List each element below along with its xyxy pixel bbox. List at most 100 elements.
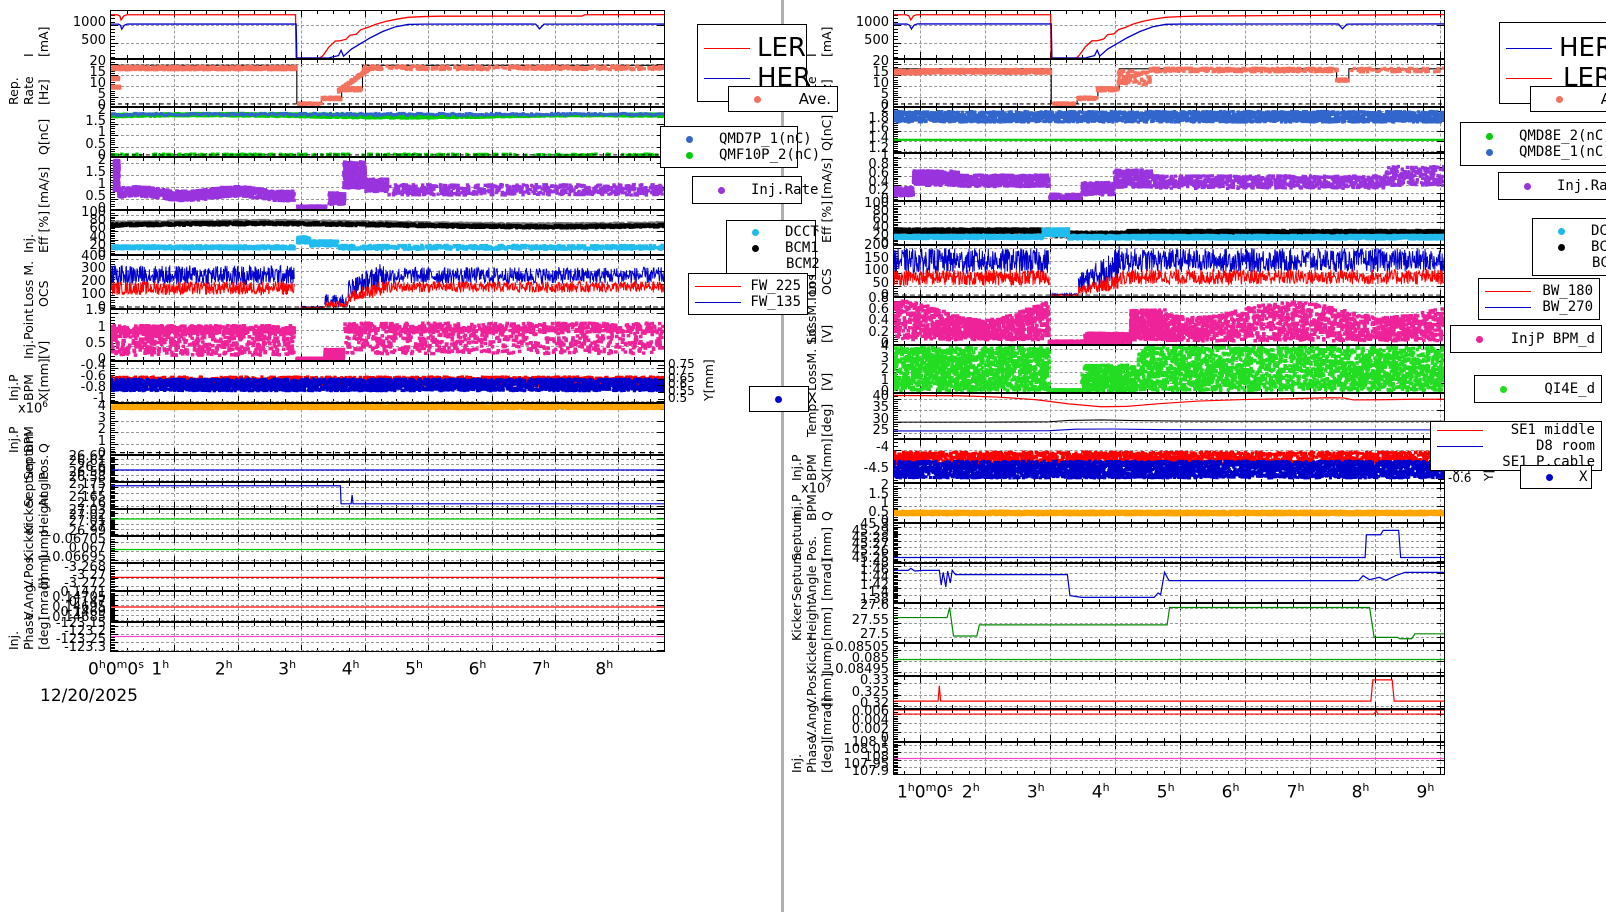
legend-inj-rate[interactable]: Inj.Rate (1498, 172, 1606, 200)
legend-dot-swatch (1486, 149, 1493, 156)
legend-label: QMD8E_1(nC) (1519, 144, 1606, 160)
axis-title: [mA/s] (36, 167, 51, 208)
legend-label: HER (1559, 33, 1606, 63)
x-tick-label: 3h (278, 658, 296, 680)
legend-entry: BW_180 (1485, 283, 1593, 299)
legend-entry: BCM1 (1539, 239, 1606, 255)
axis-title: [mA/s] (819, 158, 834, 199)
trace-inj-eff (894, 202, 1444, 244)
y-tick-label: 400 (40, 251, 106, 262)
legend-entry: QMF10P_2(nC) (667, 147, 791, 163)
axis-title: [mA] (36, 27, 51, 57)
trace-septum-pos (111, 456, 664, 481)
legend-charge[interactable]: QMD8E_2(nC) QMD8E_1(nC) (1460, 122, 1606, 166)
legend-label: SE1 middle (1490, 422, 1595, 438)
trace-current (111, 11, 664, 58)
axis-title: BPM (804, 454, 819, 481)
y-tick-label: 1 (40, 322, 106, 333)
trace-kicker-jump (111, 537, 664, 562)
legend-entry: FW_135 (695, 294, 801, 310)
axis-title: Kicker (789, 603, 804, 641)
legend-entry: SE1 middle (1437, 422, 1595, 438)
axis-title: Eff [%] (819, 201, 834, 243)
legend-label: LER (757, 33, 806, 63)
trace-septum-pos (894, 524, 1444, 562)
y-tick-label: 1.5 (40, 305, 106, 316)
axis-title: Height (36, 493, 51, 534)
legend-ave[interactable]: Ave. (728, 86, 838, 112)
legend-dot-swatch (752, 245, 759, 252)
legend-label: BCM1 (1591, 239, 1606, 255)
plot-inj-phase (110, 622, 665, 652)
legend-injp-bpm-d[interactable]: InjP BPM_d (1450, 325, 1602, 353)
plot-loss-m-ocs (893, 245, 1445, 297)
legend-dot-swatch (754, 96, 761, 103)
legend-entry: X (756, 391, 802, 407)
x-tick-label: 1h (151, 658, 169, 680)
plot-v-pos (893, 676, 1445, 709)
axis-title: Pos. (804, 536, 819, 561)
legend-entry: QMD8E_2(nC) (1467, 128, 1605, 144)
legend-line-swatch (704, 78, 750, 79)
axis-title: OCS (819, 268, 834, 295)
legend-bpm-x[interactable]: X (1520, 465, 1592, 489)
axis-scale-exponent: x106 (18, 400, 88, 414)
axis-title: [mm] (819, 607, 834, 641)
legend-dot-swatch (686, 136, 693, 143)
plot-inj-phase (893, 742, 1445, 775)
plot-kicker-jump (893, 643, 1445, 676)
axis-title: LossM. SiC (804, 325, 819, 391)
legend-line-swatch (1506, 48, 1552, 49)
axis-title: BPM (21, 374, 36, 401)
legend-entry: QMD8E_1(nC) (1467, 144, 1605, 160)
axis-title: [Hz] (36, 79, 51, 105)
legend-label: QMF10P_2(nC) (719, 147, 820, 163)
legend-entry: Ave. (1537, 90, 1606, 108)
trace-injp-bpm-q (111, 404, 664, 454)
legend-entry: BCM2 (1539, 255, 1606, 271)
trace-charge (111, 108, 664, 156)
y-tick-label: 300 (40, 263, 106, 274)
plot-lossm-ion-chamber (893, 297, 1445, 345)
legend-line-swatch (1437, 446, 1483, 447)
trace-v-pos (111, 564, 664, 590)
trace-septum-angle (894, 564, 1444, 602)
plot-septum-angle (893, 563, 1445, 603)
legend-temp[interactable]: SE1 middle D8 room SE1 P.cable (1430, 421, 1602, 471)
trace-injp-bpm-x (111, 362, 664, 402)
x-tick-label: 7h (1287, 781, 1305, 803)
legend-dot-swatch (1558, 244, 1565, 251)
legend-loss-monitor[interactable]: BW_180 BW_270 (1478, 278, 1600, 320)
legend-qi4e-d[interactable]: QI4E_d (1474, 375, 1602, 403)
trace-v-ang (111, 592, 664, 621)
legend-charge[interactable]: QMD7P_1(nC) QMF10P_2(nC) (660, 126, 798, 168)
trace-septum-angle (111, 483, 664, 508)
legend-label: Ave. (1589, 90, 1606, 108)
legend-bpm-x[interactable]: X (749, 386, 809, 412)
legend-label: QMD7P_1(nC) (719, 131, 812, 147)
legend-ave[interactable]: Ave. (1530, 86, 1606, 112)
x-tick-label: 4h (342, 658, 360, 680)
legend-line-swatch (1485, 291, 1531, 292)
plot-rep-rate (110, 59, 665, 107)
x-tick-label: 7h (532, 658, 550, 680)
legend-entry: BCM1 (733, 240, 809, 256)
x-tick-label: 1h0m0s (897, 781, 953, 803)
plot-kicker-jump (110, 536, 665, 563)
legend-label: BCM1 (785, 240, 819, 256)
trace-charge (894, 108, 1444, 152)
x-tick-label: 6h (469, 658, 487, 680)
axis-title: [V] (819, 373, 834, 391)
trace-lossm-sic (894, 346, 1444, 392)
axis-title: [mA] (819, 27, 834, 57)
trace-inj-phase (894, 743, 1444, 774)
axis-title: Inj.P (6, 374, 21, 401)
legend-loss-monitor[interactable]: FW_225 FW_135 (688, 273, 808, 315)
legend-entry: Inj.Rate (1505, 178, 1603, 194)
axis-title: Kicker (804, 636, 819, 674)
plot-charge (110, 107, 665, 157)
legend-inj-rate[interactable]: Inj.Rate (692, 176, 802, 204)
